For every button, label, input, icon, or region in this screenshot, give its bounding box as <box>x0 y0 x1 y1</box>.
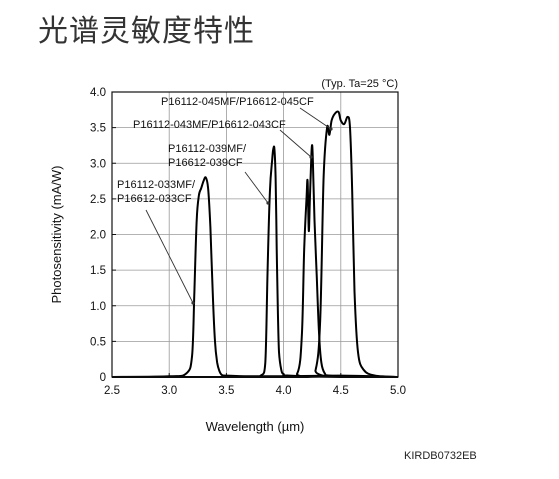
x-tick-label: 3.5 <box>218 385 234 397</box>
label-leader-line <box>299 107 332 130</box>
series-039-label: P16112-039MF/ <box>168 143 247 155</box>
y-axis-label: Photosensitivity (mA/W) <box>49 166 64 304</box>
series-043-label: P16112-043MF/P16612-043CF <box>133 119 286 131</box>
y-tick-label: 1.5 <box>90 265 106 277</box>
series-039-curve <box>112 145 398 379</box>
y-tick-label: 2.0 <box>90 230 106 242</box>
series-045-curve <box>112 110 399 379</box>
series-layer <box>111 110 399 379</box>
series-033-curve <box>111 176 399 378</box>
label-leader-line <box>279 129 312 158</box>
x-tick-label: 4.5 <box>333 385 349 397</box>
y-tick-label: 0.5 <box>90 336 106 348</box>
y-tick-label: 1.0 <box>90 301 106 313</box>
x-axis-label: Wavelength (µm) <box>206 419 305 434</box>
page-title: 光谱灵敏度特性 <box>38 14 255 49</box>
y-tick-label: 4.0 <box>90 87 106 99</box>
y-tick-label: 2.5 <box>90 194 106 206</box>
x-tick-label: 4.0 <box>276 385 292 397</box>
label-leader-line <box>244 171 269 204</box>
label-leader-line <box>145 209 194 304</box>
x-tick-label: 2.5 <box>104 385 120 397</box>
label-leader-dot <box>329 127 333 131</box>
condition-note: (Typ. Ta=25 °C) <box>321 78 398 90</box>
y-tick-label: 3.0 <box>90 158 106 170</box>
y-tick-label: 0 <box>100 372 106 384</box>
grid-layer <box>112 92 398 377</box>
series-033-label: P16112-033MF/ <box>117 179 196 191</box>
x-tick-label: 3.0 <box>161 385 177 397</box>
y-tick-label: 3.5 <box>90 123 106 135</box>
label-leader-dot <box>309 155 313 159</box>
figure-code: KIRDB0732EB <box>404 450 477 462</box>
series-033-label: P16612-033CF <box>117 193 192 205</box>
label-leader-dot <box>191 301 195 305</box>
plot-frame <box>111 91 399 378</box>
annotation-layer: P16112-033MF/P16612-033CF P16112-039MF/P1… <box>117 96 333 305</box>
series-045-label: P16112-045MF/P16612-045CF <box>161 96 314 108</box>
series-043-curve <box>112 144 398 379</box>
label-leader-dot <box>266 201 270 205</box>
series-039-label: P16612-039CF <box>168 157 243 169</box>
x-tick-label: 5.0 <box>390 385 406 397</box>
